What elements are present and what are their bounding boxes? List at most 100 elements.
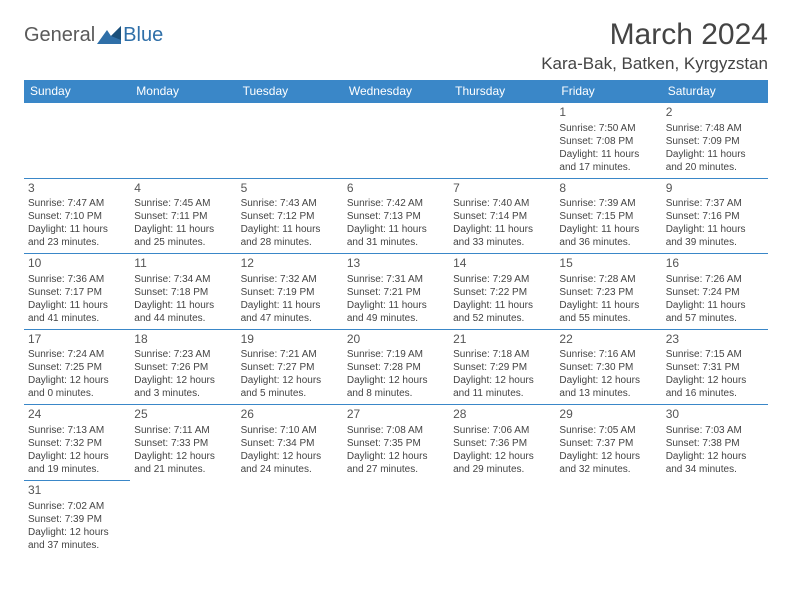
day-number: 30	[666, 407, 764, 423]
cell-daylight1: Daylight: 12 hours	[666, 374, 764, 387]
calendar-table: SundayMondayTuesdayWednesdayThursdayFrid…	[24, 80, 768, 556]
day-number: 18	[134, 332, 232, 348]
day-number: 22	[559, 332, 657, 348]
cell-sunset: Sunset: 7:26 PM	[134, 361, 232, 374]
logo: General Blue	[24, 18, 163, 47]
day-number: 25	[134, 407, 232, 423]
day-number: 10	[28, 256, 126, 272]
cell-sunset: Sunset: 7:11 PM	[134, 210, 232, 223]
cell-daylight1: Daylight: 11 hours	[559, 148, 657, 161]
calendar-cell: 25Sunrise: 7:11 AMSunset: 7:33 PMDayligh…	[130, 405, 236, 481]
calendar-cell: 3Sunrise: 7:47 AMSunset: 7:10 PMDaylight…	[24, 178, 130, 254]
cell-sunset: Sunset: 7:28 PM	[347, 361, 445, 374]
logo-icon	[97, 26, 121, 46]
calendar-cell: 28Sunrise: 7:06 AMSunset: 7:36 PMDayligh…	[449, 405, 555, 481]
cell-sunset: Sunset: 7:36 PM	[453, 437, 551, 450]
calendar-cell: 12Sunrise: 7:32 AMSunset: 7:19 PMDayligh…	[237, 254, 343, 330]
day-number: 23	[666, 332, 764, 348]
cell-sunrise: Sunrise: 7:47 AM	[28, 197, 126, 210]
cell-sunset: Sunset: 7:23 PM	[559, 286, 657, 299]
calendar-cell-empty	[343, 103, 449, 179]
day-number: 24	[28, 407, 126, 423]
cell-sunrise: Sunrise: 7:23 AM	[134, 348, 232, 361]
calendar-row: 31Sunrise: 7:02 AMSunset: 7:39 PMDayligh…	[24, 480, 768, 555]
calendar-cell: 7Sunrise: 7:40 AMSunset: 7:14 PMDaylight…	[449, 178, 555, 254]
cell-daylight1: Daylight: 11 hours	[134, 299, 232, 312]
cell-sunrise: Sunrise: 7:06 AM	[453, 424, 551, 437]
calendar-cell-empty	[24, 103, 130, 179]
cell-daylight1: Daylight: 11 hours	[559, 223, 657, 236]
cell-daylight1: Daylight: 11 hours	[241, 223, 339, 236]
cell-sunset: Sunset: 7:38 PM	[666, 437, 764, 450]
cell-daylight1: Daylight: 12 hours	[666, 450, 764, 463]
cell-daylight2: and 57 minutes.	[666, 312, 764, 325]
cell-sunset: Sunset: 7:17 PM	[28, 286, 126, 299]
day-number: 2	[666, 105, 764, 121]
cell-sunrise: Sunrise: 7:36 AM	[28, 273, 126, 286]
cell-daylight2: and 55 minutes.	[559, 312, 657, 325]
calendar-cell: 14Sunrise: 7:29 AMSunset: 7:22 PMDayligh…	[449, 254, 555, 330]
cell-sunrise: Sunrise: 7:26 AM	[666, 273, 764, 286]
cell-daylight2: and 44 minutes.	[134, 312, 232, 325]
calendar-cell: 27Sunrise: 7:08 AMSunset: 7:35 PMDayligh…	[343, 405, 449, 481]
calendar-row: 17Sunrise: 7:24 AMSunset: 7:25 PMDayligh…	[24, 329, 768, 405]
calendar-cell: 11Sunrise: 7:34 AMSunset: 7:18 PMDayligh…	[130, 254, 236, 330]
cell-sunrise: Sunrise: 7:45 AM	[134, 197, 232, 210]
day-number: 31	[28, 483, 126, 499]
calendar-cell: 6Sunrise: 7:42 AMSunset: 7:13 PMDaylight…	[343, 178, 449, 254]
cell-daylight2: and 29 minutes.	[453, 463, 551, 476]
calendar-cell-empty	[555, 480, 661, 555]
cell-sunrise: Sunrise: 7:18 AM	[453, 348, 551, 361]
cell-sunrise: Sunrise: 7:08 AM	[347, 424, 445, 437]
calendar-cell: 29Sunrise: 7:05 AMSunset: 7:37 PMDayligh…	[555, 405, 661, 481]
cell-sunset: Sunset: 7:15 PM	[559, 210, 657, 223]
day-number: 19	[241, 332, 339, 348]
calendar-cell: 8Sunrise: 7:39 AMSunset: 7:15 PMDaylight…	[555, 178, 661, 254]
calendar-cell: 10Sunrise: 7:36 AMSunset: 7:17 PMDayligh…	[24, 254, 130, 330]
calendar-row: 3Sunrise: 7:47 AMSunset: 7:10 PMDaylight…	[24, 178, 768, 254]
cell-daylight2: and 25 minutes.	[134, 236, 232, 249]
calendar-cell-empty	[130, 480, 236, 555]
day-number: 27	[347, 407, 445, 423]
cell-sunrise: Sunrise: 7:16 AM	[559, 348, 657, 361]
cell-sunrise: Sunrise: 7:34 AM	[134, 273, 232, 286]
cell-daylight1: Daylight: 11 hours	[453, 223, 551, 236]
title-block: March 2024 Kara-Bak, Batken, Kyrgyzstan	[541, 18, 768, 74]
day-number: 29	[559, 407, 657, 423]
cell-daylight1: Daylight: 12 hours	[559, 374, 657, 387]
calendar-cell: 24Sunrise: 7:13 AMSunset: 7:32 PMDayligh…	[24, 405, 130, 481]
cell-daylight2: and 13 minutes.	[559, 387, 657, 400]
day-number: 21	[453, 332, 551, 348]
cell-daylight2: and 34 minutes.	[666, 463, 764, 476]
cell-daylight1: Daylight: 12 hours	[559, 450, 657, 463]
cell-daylight2: and 32 minutes.	[559, 463, 657, 476]
cell-sunset: Sunset: 7:08 PM	[559, 135, 657, 148]
calendar-cell-empty	[237, 480, 343, 555]
calendar-body: 1Sunrise: 7:50 AMSunset: 7:08 PMDaylight…	[24, 103, 768, 556]
calendar-header: SundayMondayTuesdayWednesdayThursdayFrid…	[24, 80, 768, 103]
cell-sunrise: Sunrise: 7:39 AM	[559, 197, 657, 210]
cell-daylight1: Daylight: 12 hours	[134, 374, 232, 387]
calendar-cell: 19Sunrise: 7:21 AMSunset: 7:27 PMDayligh…	[237, 329, 343, 405]
calendar-cell: 16Sunrise: 7:26 AMSunset: 7:24 PMDayligh…	[662, 254, 768, 330]
cell-daylight2: and 16 minutes.	[666, 387, 764, 400]
cell-daylight2: and 5 minutes.	[241, 387, 339, 400]
cell-sunset: Sunset: 7:25 PM	[28, 361, 126, 374]
calendar-cell: 4Sunrise: 7:45 AMSunset: 7:11 PMDaylight…	[130, 178, 236, 254]
header: General Blue March 2024 Kara-Bak, Batken…	[24, 18, 768, 74]
cell-daylight2: and 0 minutes.	[28, 387, 126, 400]
cell-daylight2: and 21 minutes.	[134, 463, 232, 476]
calendar-cell: 18Sunrise: 7:23 AMSunset: 7:26 PMDayligh…	[130, 329, 236, 405]
cell-daylight1: Daylight: 11 hours	[666, 299, 764, 312]
cell-daylight2: and 49 minutes.	[347, 312, 445, 325]
calendar-cell: 17Sunrise: 7:24 AMSunset: 7:25 PMDayligh…	[24, 329, 130, 405]
calendar-row: 1Sunrise: 7:50 AMSunset: 7:08 PMDaylight…	[24, 103, 768, 179]
day-number: 7	[453, 181, 551, 197]
calendar-cell-empty	[343, 480, 449, 555]
cell-sunrise: Sunrise: 7:21 AM	[241, 348, 339, 361]
calendar-cell: 21Sunrise: 7:18 AMSunset: 7:29 PMDayligh…	[449, 329, 555, 405]
cell-daylight2: and 8 minutes.	[347, 387, 445, 400]
cell-sunrise: Sunrise: 7:29 AM	[453, 273, 551, 286]
cell-sunrise: Sunrise: 7:15 AM	[666, 348, 764, 361]
cell-daylight1: Daylight: 11 hours	[347, 299, 445, 312]
